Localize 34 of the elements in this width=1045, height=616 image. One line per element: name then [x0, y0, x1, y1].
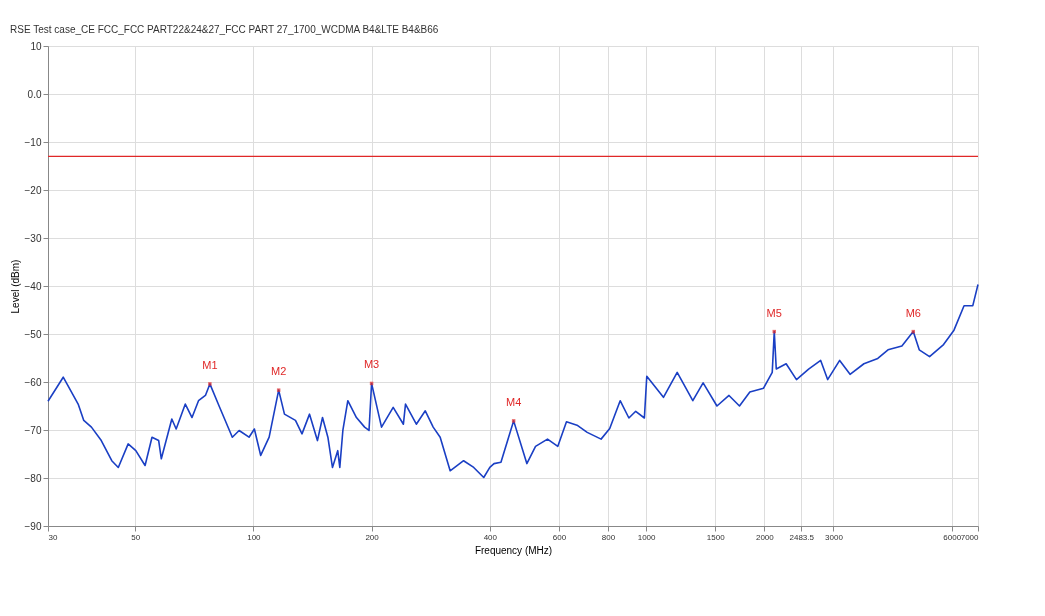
x-tick-label: 800: [601, 532, 616, 542]
annotation: M6: [905, 306, 921, 319]
y-tick-label: −30: [24, 232, 42, 244]
x-tick-label: 7000: [960, 532, 980, 542]
y-tick-label: −10: [24, 136, 42, 148]
y-tick-label: −60: [24, 376, 42, 388]
annotation: M2: [271, 365, 287, 378]
y-axis-title: Level (dBm): [9, 259, 21, 314]
x-tick-label: 1500: [706, 532, 726, 542]
annotation: M5: [766, 306, 782, 319]
x-tick-label: 3000: [825, 532, 844, 542]
x-tick-label: 2483.5: [789, 532, 815, 542]
y-tick-label: −20: [24, 184, 42, 196]
y-tick-label: −90: [24, 520, 42, 532]
y-tick-label: −80: [24, 472, 42, 484]
y-tick-label: 0.0: [27, 88, 42, 100]
chart-title: RSE Test case_CE FCC_FCC PART22&24&27_FCC PART 27_1700_WCDMA B4&LTE B4&B66: [10, 24, 439, 35]
y-tick-label: −40: [24, 280, 42, 292]
x-tick-label: 200: [365, 532, 380, 542]
x-axis-title: Frequency (MHz): [474, 544, 553, 556]
x-tick-label: 600: [552, 532, 567, 542]
x-tick-label: 400: [483, 532, 498, 542]
y-tick-label: 10: [30, 40, 42, 52]
x-tick-label: 1000: [637, 532, 657, 542]
x-tick-label: 30: [48, 532, 58, 542]
x-tick-label: 2000: [755, 532, 775, 542]
annotation: M3: [363, 358, 380, 371]
y-tick-label: −50: [24, 328, 42, 340]
y-tick-label: −70: [24, 424, 42, 436]
annotation: M1: [202, 358, 218, 371]
x-tick-label: 100: [247, 532, 262, 542]
annotation: M4: [506, 395, 522, 408]
x-tick-label: 50: [131, 532, 141, 542]
x-tick-label: 6000: [943, 532, 962, 542]
